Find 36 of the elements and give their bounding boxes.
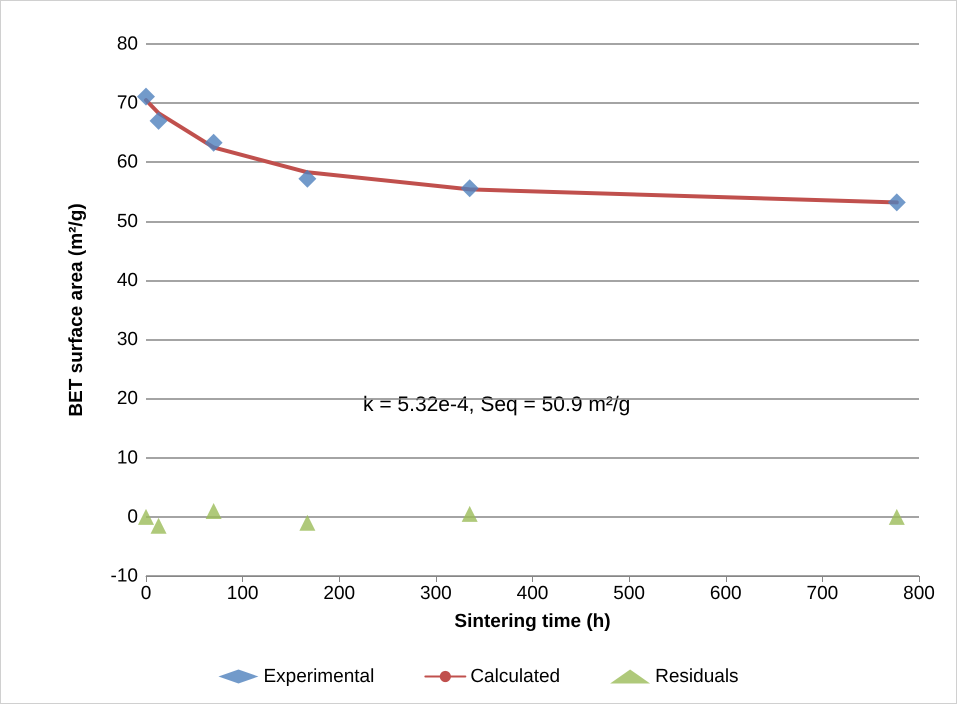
y-tick-label: 50 [116,210,138,232]
legend-label: Experimental [263,666,374,687]
legend-label: Calculated [470,666,560,687]
x-tick-label: 800 [903,583,935,604]
x-tick-label: 400 [516,583,548,604]
point [204,134,223,152]
point [298,170,316,188]
point [150,112,168,130]
x-tick-label: 0 [140,583,152,604]
x-tick-label: 600 [710,583,742,604]
point [460,179,479,198]
x-tick-label: 700 [806,583,838,604]
y-tick-label: 60 [116,152,138,173]
y-tick-label: 10 [116,447,138,468]
y-tick-label: 30 [116,329,138,350]
y-tick-label: -10 [110,566,138,586]
point [299,514,316,531]
y-tick-label: 70 [116,92,138,114]
point [206,502,222,519]
point [888,193,906,212]
x-tick-label: 200 [323,583,356,604]
y-tick-label: 0 [127,506,138,528]
x-tick-label: 100 [226,583,258,604]
point [137,88,155,106]
x-tick-label: 500 [613,583,645,604]
point [462,506,478,522]
point [888,508,905,525]
y-tick-label: 80 [116,34,138,54]
x-axis-title: Sintering time (h) [454,611,611,632]
x-tick-label: 300 [420,583,452,604]
legend-label: Residuals [655,666,739,687]
point [138,508,154,525]
y-tick-label: 40 [116,270,138,291]
point [150,518,167,534]
y-axis-title: BET surface area (m²/g) [66,203,87,417]
y-tick-label: 20 [116,388,138,410]
